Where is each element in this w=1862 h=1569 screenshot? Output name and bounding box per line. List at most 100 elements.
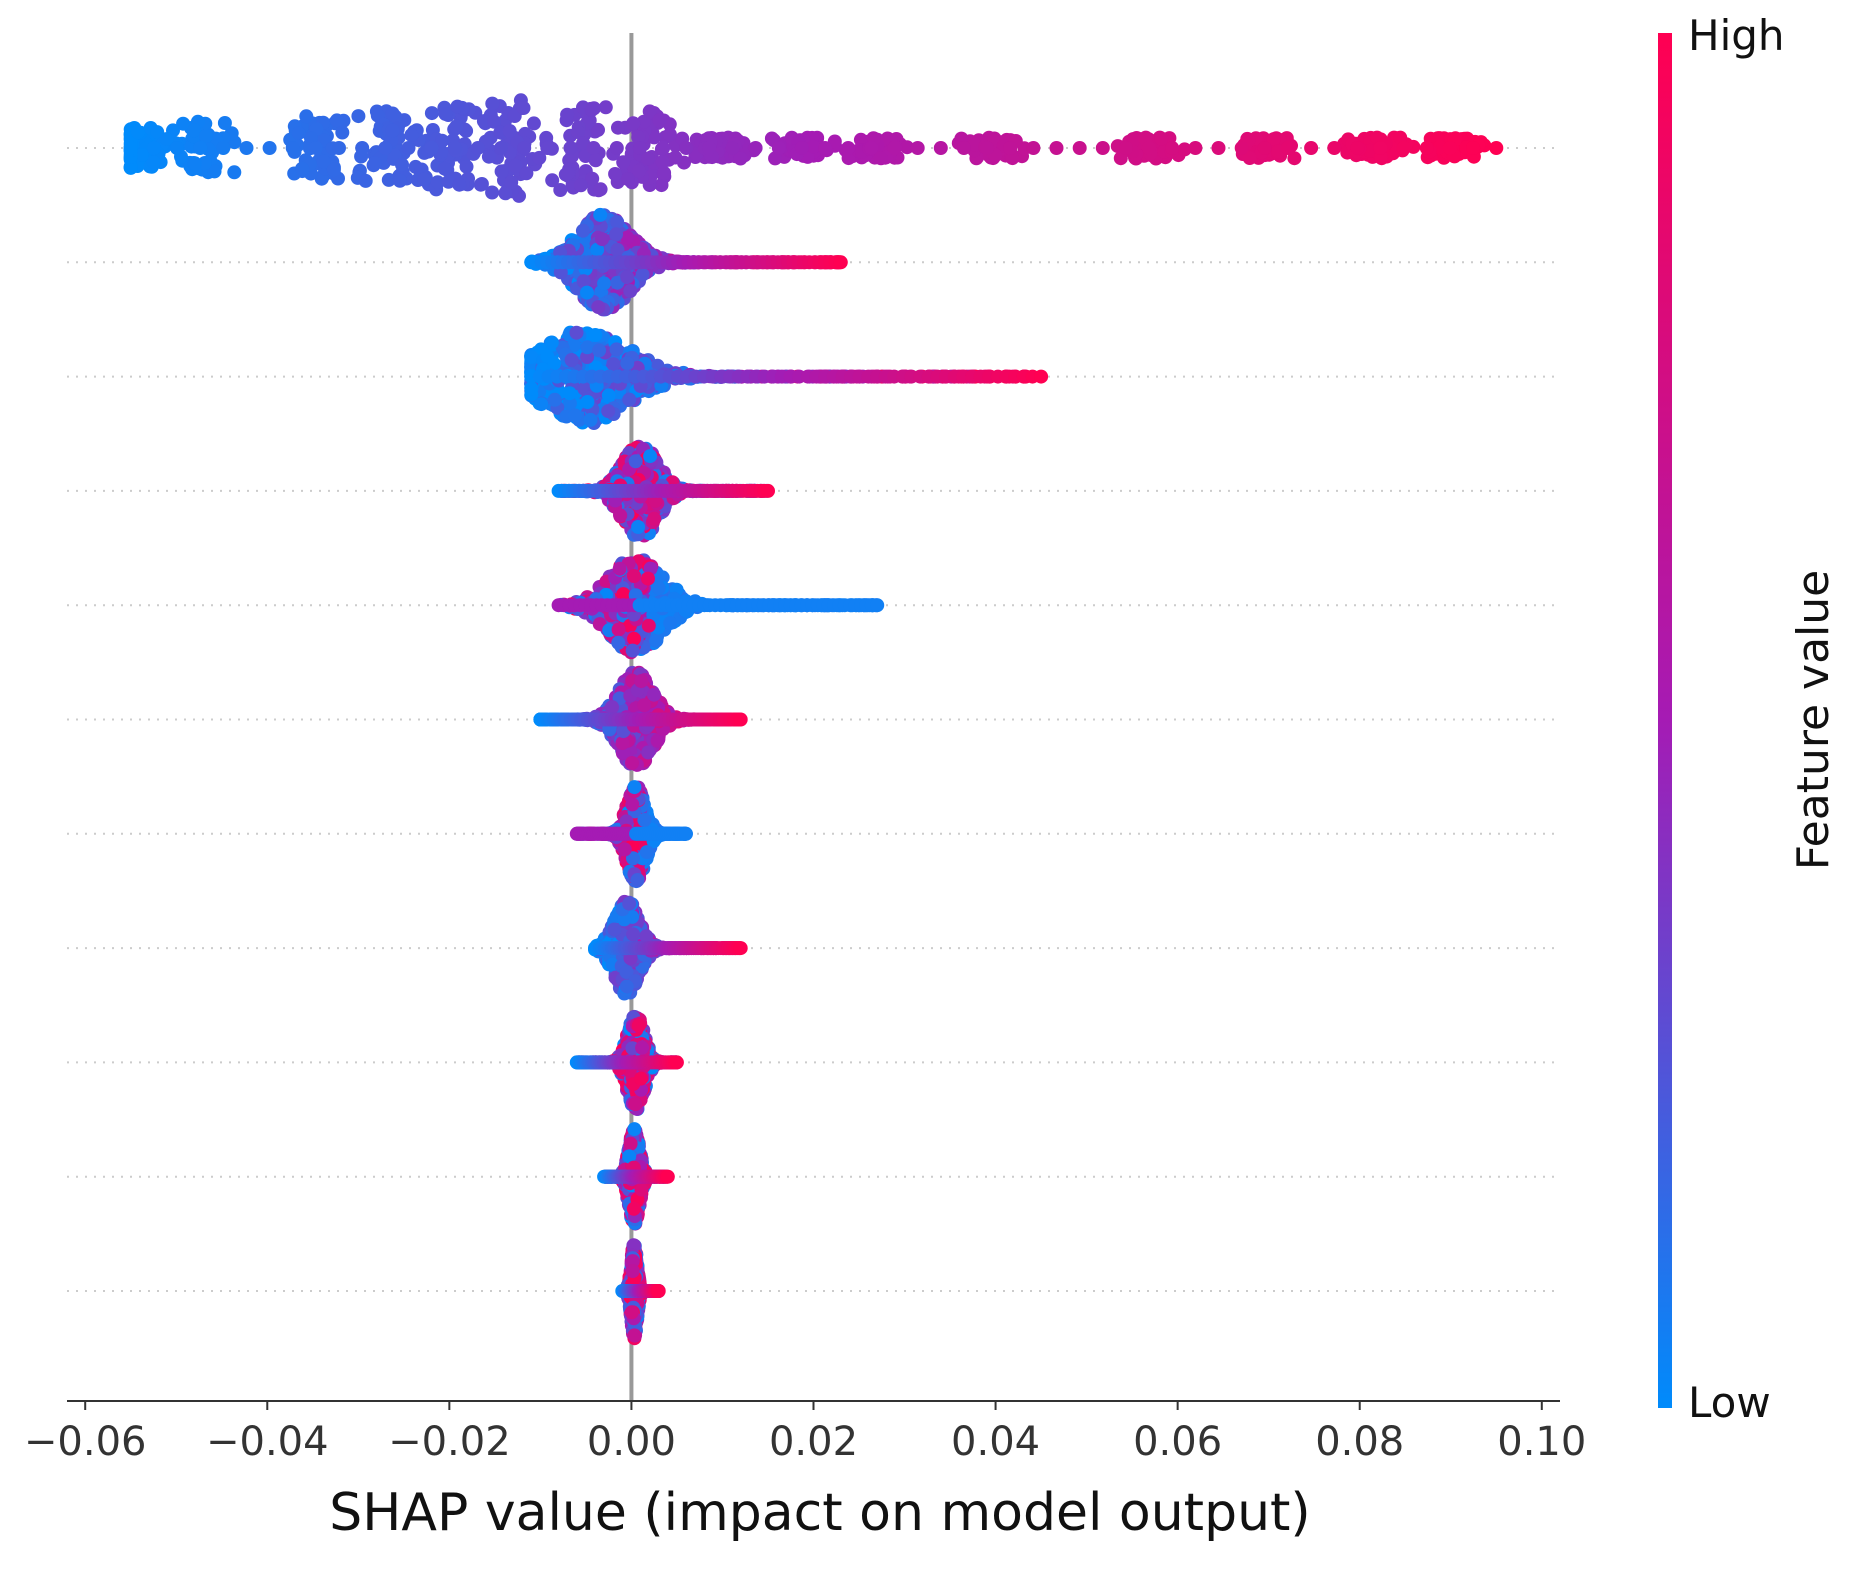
shap-dot <box>358 173 373 188</box>
shap-dot <box>217 116 232 130</box>
shap-dot <box>1154 131 1169 146</box>
shap-dot <box>841 151 856 166</box>
shap-dot <box>610 215 625 230</box>
shap-dot <box>625 797 640 812</box>
shap-dot <box>702 141 717 155</box>
shap-dot <box>616 587 631 602</box>
shap-dot <box>385 123 400 138</box>
shap-dot <box>452 177 467 192</box>
shap-dot <box>980 141 995 155</box>
shap-dot <box>887 141 902 155</box>
shap-dot <box>617 842 632 857</box>
shap-dot <box>631 164 646 179</box>
shap-dot <box>485 96 500 111</box>
shap-dot <box>1242 151 1257 165</box>
shap-dot <box>197 156 212 170</box>
shap-dot <box>401 141 416 155</box>
shap-dot <box>547 356 561 371</box>
shap-dot <box>524 381 539 396</box>
shap-dot <box>424 106 439 121</box>
shap-dot <box>545 173 560 188</box>
shap-dot <box>575 223 590 238</box>
row-gridlines <box>67 147 1560 1292</box>
shap-dot <box>641 571 655 586</box>
shap-dot <box>187 156 202 171</box>
shap-dot <box>494 141 508 155</box>
shap-dot <box>725 141 740 155</box>
shap-dot <box>367 156 382 171</box>
shap-dot <box>652 113 667 128</box>
shap-dot <box>417 172 432 187</box>
shap-dot <box>761 483 775 498</box>
shap-dot <box>123 160 138 175</box>
shap-dot <box>580 340 595 355</box>
shap-dot <box>632 141 647 155</box>
shap-dot <box>637 813 652 827</box>
shap-dot <box>647 511 662 526</box>
shap-dot <box>576 136 591 151</box>
shap-dot <box>621 172 635 186</box>
shap-dot <box>1257 141 1272 155</box>
shap-dot <box>593 207 608 222</box>
shap-dot <box>910 141 925 155</box>
shap-dot <box>1350 141 1365 155</box>
shap-dot <box>176 116 191 131</box>
shap-dot <box>841 141 856 155</box>
shap-dot <box>576 274 591 289</box>
shap-dot <box>1373 141 1388 155</box>
shap-dot <box>540 141 555 155</box>
shap-dot <box>573 178 588 193</box>
shap-dot <box>285 141 300 155</box>
shap-dot <box>967 137 982 152</box>
shap-dot <box>378 141 393 155</box>
shap-dot <box>295 161 310 176</box>
shap-dot <box>447 141 462 155</box>
shap-dot <box>1327 141 1342 155</box>
shap-dot <box>430 175 445 190</box>
shap-dot <box>630 873 645 887</box>
shap-dot <box>329 113 344 128</box>
shap-dot <box>597 276 612 291</box>
shap-dot <box>207 164 222 179</box>
shap-dot <box>450 99 465 114</box>
shap-dot <box>199 129 213 143</box>
shap-dot <box>609 141 624 155</box>
shap-dot <box>547 392 562 407</box>
shap-dot <box>227 165 242 180</box>
shap-dot <box>571 125 585 139</box>
shap-dot <box>583 412 598 427</box>
shap-dot <box>580 350 595 364</box>
shap-dot <box>622 392 637 407</box>
shap-dot <box>608 167 623 181</box>
shap-dot <box>874 151 888 166</box>
shap-dot <box>494 164 509 179</box>
shap-dot <box>561 166 575 181</box>
shap-dot <box>1489 141 1504 155</box>
shap-dot <box>351 109 366 124</box>
shap-dot <box>586 141 601 155</box>
shap-dot <box>870 598 885 613</box>
shap-dot <box>1095 141 1110 155</box>
shap-dot <box>620 230 635 245</box>
shap-dot <box>1396 141 1411 155</box>
shap-dot <box>1034 369 1049 384</box>
shap-dot <box>562 386 577 401</box>
shap-dot <box>649 633 664 648</box>
shap-dot <box>611 622 626 637</box>
shap-dot <box>517 141 532 155</box>
shap-dot <box>625 643 640 658</box>
shap-dot <box>591 300 606 315</box>
shap-dot <box>593 182 608 197</box>
shap-dot <box>435 133 450 148</box>
shap-dot <box>611 120 625 135</box>
shap-dot <box>610 242 625 257</box>
shap-dot <box>647 687 661 702</box>
shap-dot <box>733 151 748 166</box>
shap-dot <box>134 148 149 162</box>
shap-dot <box>123 141 138 155</box>
shap-dot <box>476 114 491 129</box>
shap-dot <box>1177 142 1192 157</box>
shap-dot <box>806 139 821 154</box>
shap-dot <box>487 114 502 129</box>
